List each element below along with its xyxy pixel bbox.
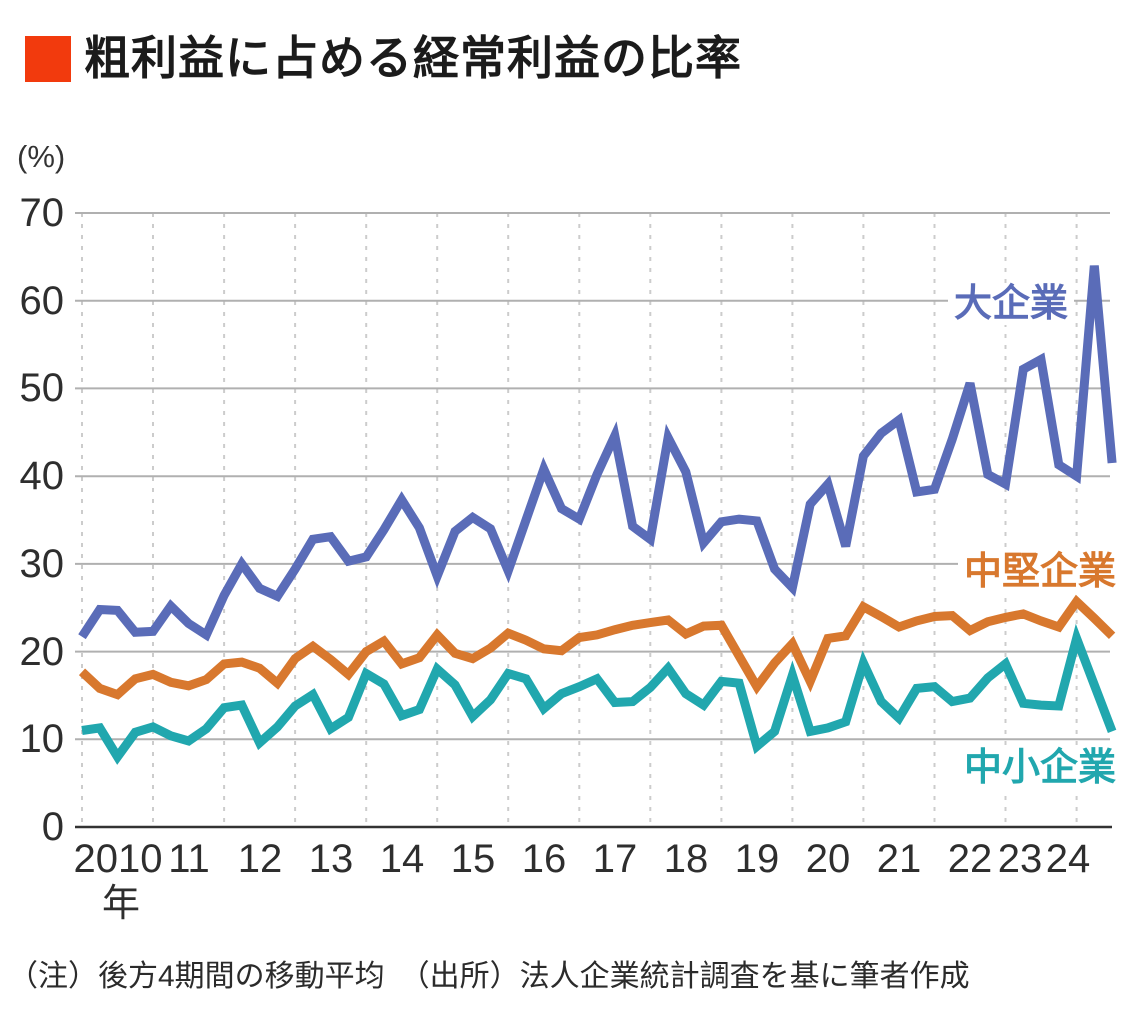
y-tick-label: 60 <box>19 279 65 323</box>
series-line-large <box>78 265 1117 642</box>
page-title: 粗利益に占める経常利益の比率 <box>84 32 742 84</box>
x-tick-label: 19 <box>734 837 780 881</box>
x-tick-label: 21 <box>876 837 922 881</box>
y-tick-label: 0 <box>41 805 64 849</box>
x-tick-label: 13 <box>308 837 354 881</box>
y-tick-label: 20 <box>19 630 65 674</box>
title-accent-square-icon <box>25 36 71 82</box>
x-tick-label: 23 <box>997 837 1043 881</box>
x-tick-label: 12 <box>237 837 283 881</box>
y-tick-label: 10 <box>19 717 65 761</box>
x-tick-label: 24 <box>1045 837 1091 881</box>
x-tick-label: 2010 <box>73 837 163 881</box>
footnote: （注）後方4期間の移動平均 （出所）法人企業統計調査を基に筆者作成 <box>8 960 970 993</box>
x-tick-label: 11 <box>168 837 210 881</box>
figure-header: 粗利益に占める経常利益の比率 <box>25 33 742 84</box>
x-tick-label: 15 <box>450 837 496 881</box>
x-tick-label: 17 <box>592 837 638 881</box>
series-line-small <box>81 623 1117 765</box>
x-tick-label: 16 <box>521 837 567 881</box>
x-axis-year-suffix: 年 <box>101 883 140 925</box>
y-tick-label: 50 <box>19 366 65 410</box>
x-tick-label: 22 <box>947 837 993 881</box>
series-label-mid-companies: 中堅企業 <box>958 552 1123 593</box>
x-tick-label: 20 <box>805 837 851 881</box>
series-label-small-companies: 中小企業 <box>958 748 1123 789</box>
series-label-large-companies: 大企業 <box>948 284 1075 325</box>
y-tick-label: 40 <box>19 454 65 498</box>
series-line-mid <box>78 594 1116 700</box>
y-tick-label: 30 <box>19 542 65 586</box>
x-tick-label: 14 <box>379 837 425 881</box>
x-tick-label: 18 <box>663 837 709 881</box>
y-tick-label: 70 <box>19 191 65 235</box>
y-axis-unit-label: (%) <box>17 139 66 174</box>
